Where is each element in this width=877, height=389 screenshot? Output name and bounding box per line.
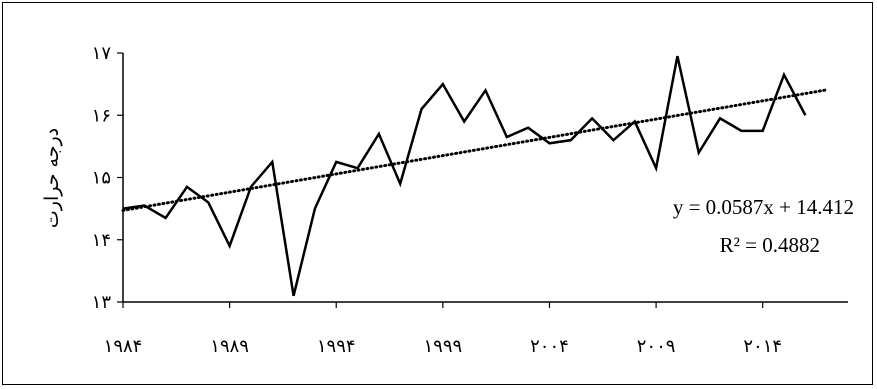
y-tick-label: ۱۷ — [92, 43, 112, 64]
chart-frame — [2, 2, 873, 385]
trendline-equation: y = 0.0587x + 14.412 — [673, 195, 854, 219]
x-tick-label: ۱۹۸۹ — [210, 336, 249, 357]
x-tick-label: ۲۰۰۹ — [637, 336, 676, 357]
series-group — [122, 55, 807, 297]
y-axis: ۱۳ ۱۴ ۱۵ ۱۶ ۱۷ — [92, 43, 124, 313]
y-tick-label: ۱۴ — [92, 230, 111, 251]
x-tick-label: ۲۰۰۴ — [530, 336, 569, 357]
r-squared-label: R² = 0.4882 — [720, 233, 820, 257]
y-axis-label: درجه حرارت — [41, 128, 63, 228]
x-tick-label: ۱۹۹۴ — [317, 336, 356, 357]
x-axis: ۱۹۸۴ ۱۹۸۹ ۱۹۹۴ ۱۹۹۹ ۲۰۰۴ ۲۰۰۹ ۲۰۱۴ — [104, 301, 848, 357]
y-tick-label: ۱۶ — [92, 105, 111, 126]
y-tick-label: ۱۳ — [92, 292, 112, 313]
trendline-group — [121, 88, 829, 212]
x-tick-label: ۱۹۹۹ — [424, 336, 463, 357]
y-tick-label: ۱۵ — [92, 168, 111, 189]
trendline — [121, 88, 829, 212]
x-tick-label: ۱۹۸۴ — [104, 336, 143, 357]
series-line — [122, 55, 807, 297]
x-tick-label: ۲۰۱۴ — [743, 336, 782, 357]
